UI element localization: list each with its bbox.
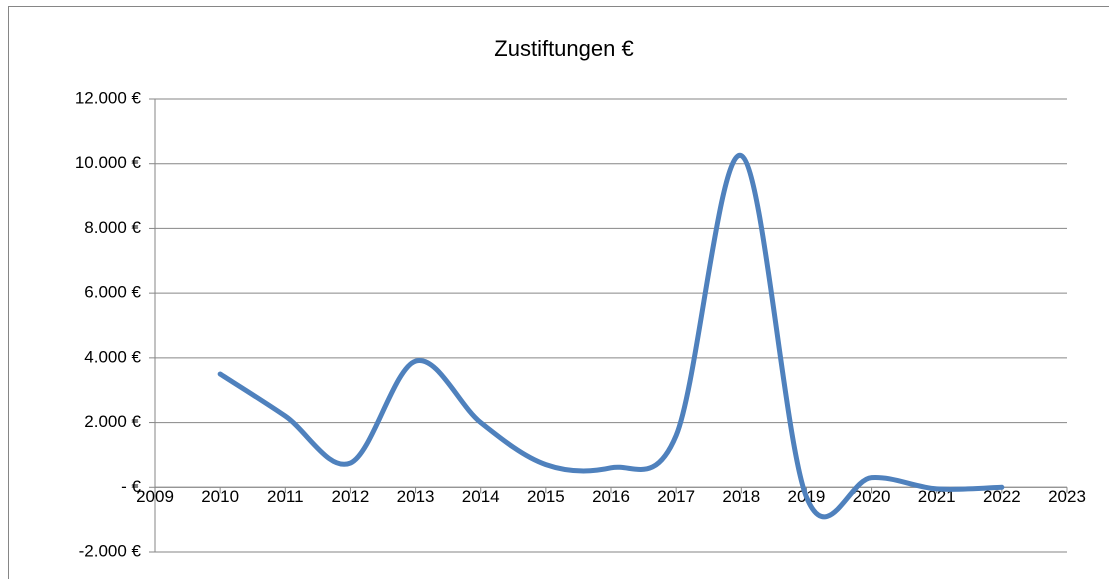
x-tick-label: 2018 [722, 487, 760, 506]
x-tick-label: 2020 [853, 487, 891, 506]
x-tick-label: 2013 [397, 487, 435, 506]
y-tick-label: 12.000 € [75, 88, 142, 107]
y-tick-label: - € [121, 477, 141, 496]
chart-title: Zustiftungen € [494, 36, 633, 61]
y-tick-label: 2.000 € [84, 412, 141, 431]
x-tick-label: 2016 [592, 487, 630, 506]
x-tick-label: 2017 [657, 487, 695, 506]
y-tick-label: 8.000 € [84, 218, 141, 237]
data-line [217, 153, 1005, 520]
x-tick-label: 2014 [462, 487, 500, 506]
y-tick-label: 6.000 € [84, 283, 141, 302]
x-tick-label: 2012 [332, 487, 370, 506]
chart-border [8, 6, 1109, 579]
y-tick-label: 10.000 € [75, 153, 142, 172]
x-tick-label: 2023 [1048, 487, 1086, 506]
y-tick-label: -2.000 € [79, 541, 142, 560]
y-tick-label: 4.000 € [84, 347, 141, 366]
x-tick-label: 2009 [136, 487, 174, 506]
x-tick-label: 2015 [527, 487, 565, 506]
x-tick-label: 2011 [267, 487, 304, 506]
x-tick-label: 2022 [983, 487, 1021, 506]
x-tick-label: 2010 [201, 487, 239, 506]
